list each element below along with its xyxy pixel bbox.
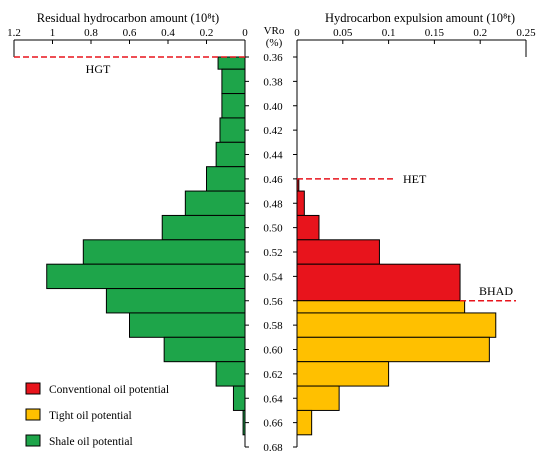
shale-bar-6 bbox=[184, 190, 246, 216]
vro-tick-label-1: 0.38 bbox=[263, 76, 283, 88]
left-tick-label-2: 0.8 bbox=[84, 27, 98, 39]
left-tick-label-4: 0.4 bbox=[161, 27, 175, 39]
legend-swatch-0 bbox=[25, 382, 41, 395]
shale-bar-11 bbox=[129, 312, 246, 338]
shale-bar-13 bbox=[215, 361, 246, 387]
left-tick-label-0: 1.2 bbox=[7, 27, 21, 39]
shale-bar-1 bbox=[221, 68, 246, 95]
shale-bar-2 bbox=[221, 93, 246, 119]
markers: HGT HET BHAD bbox=[14, 56, 516, 302]
left-tick-label-6: 0 bbox=[242, 27, 248, 39]
conventional-bar-2 bbox=[296, 214, 320, 241]
left-bars bbox=[46, 56, 246, 436]
shale-bar-14 bbox=[232, 385, 246, 411]
tight-bar-6 bbox=[296, 312, 497, 338]
vro-tick-label-11: 0.58 bbox=[263, 320, 283, 332]
shale-bar-3 bbox=[219, 117, 246, 143]
vro-tick-label-5: 0.46 bbox=[263, 174, 283, 186]
hgt-label: HGT bbox=[86, 62, 111, 76]
legend-label-2: Shale oil potential bbox=[49, 436, 133, 448]
conventional-bar-4 bbox=[296, 263, 461, 302]
vro-tick-label-7: 0.50 bbox=[263, 223, 283, 235]
left-tick-label-1: 1 bbox=[50, 27, 56, 39]
shale-bar-0 bbox=[217, 56, 246, 70]
vro-tick-label-12: 0.60 bbox=[263, 345, 283, 357]
vro-tick-label-10: 0.56 bbox=[263, 296, 283, 308]
tight-bar-5 bbox=[296, 300, 466, 314]
right-tick-label-5: 0.25 bbox=[516, 27, 536, 39]
right-tick-label-0: 0 bbox=[294, 27, 300, 39]
shale-bar-10 bbox=[105, 288, 246, 314]
shale-bar-12 bbox=[163, 336, 246, 363]
shale-bar-9 bbox=[46, 263, 246, 290]
axes bbox=[13, 39, 527, 448]
vro-axis-label-line1: VRo bbox=[264, 25, 285, 37]
vro-tick-label-8: 0.52 bbox=[263, 247, 282, 259]
het-label: HET bbox=[403, 172, 427, 186]
left-tick-label-5: 0.2 bbox=[200, 27, 214, 39]
vro-tick-label-6: 0.48 bbox=[263, 198, 283, 210]
vro-tick-label-16: 0.68 bbox=[263, 442, 283, 454]
left-tick-label-3: 0.6 bbox=[123, 27, 137, 39]
vro-axis-label-line2: (%) bbox=[266, 37, 283, 49]
vro-tick-label-0: 0.36 bbox=[263, 52, 283, 64]
right-bars bbox=[296, 178, 497, 436]
vro-tick-label-2: 0.40 bbox=[263, 101, 283, 113]
right-chart-title: Hydrocarbon expulsion amount (10⁸t) bbox=[325, 11, 515, 25]
legend-label-1: Tight oil potential bbox=[49, 410, 132, 422]
shale-bar-4 bbox=[215, 141, 246, 168]
legend-swatch-2 bbox=[25, 434, 41, 447]
tight-bar-9 bbox=[296, 385, 340, 411]
conventional-bar-1 bbox=[296, 190, 305, 216]
right-tick-label-4: 0.2 bbox=[473, 27, 487, 39]
shale-bar-5 bbox=[206, 166, 246, 192]
conventional-bar-3 bbox=[296, 239, 380, 265]
shale-bar-7 bbox=[161, 214, 246, 241]
right-tick-label-1: 0.05 bbox=[333, 27, 353, 39]
legend-swatch-1 bbox=[25, 408, 41, 421]
vro-tick-label-3: 0.42 bbox=[263, 125, 282, 137]
shale-bar-8 bbox=[82, 239, 246, 265]
tight-bar-10 bbox=[296, 409, 313, 436]
legend-label-0: Conventional oil potential bbox=[49, 384, 169, 396]
vro-tick-label-4: 0.44 bbox=[263, 150, 283, 162]
vro-tick-label-14: 0.64 bbox=[263, 393, 283, 405]
bhad-label: BHAD bbox=[479, 284, 513, 298]
vro-tick-label-15: 0.66 bbox=[263, 418, 283, 430]
vro-tick-label-9: 0.54 bbox=[263, 271, 283, 283]
tick-labels: 1.2 1 0.8 0.6 0.4 0.2 0 0 0.05 0.1 0.15 0.2 0.25 0.36… bbox=[7, 27, 536, 454]
right-tick-label-3: 0.15 bbox=[425, 27, 445, 39]
tight-bar-7 bbox=[296, 336, 490, 363]
tight-bar-8 bbox=[296, 361, 390, 387]
right-tick-label-2: 0.1 bbox=[382, 27, 396, 39]
vro-tick-label-13: 0.62 bbox=[263, 369, 282, 381]
left-chart-title: Residual hydrocarbon amount (10⁸t) bbox=[37, 11, 219, 25]
legend: Conventional oil potential Tight oil pote… bbox=[25, 382, 169, 448]
